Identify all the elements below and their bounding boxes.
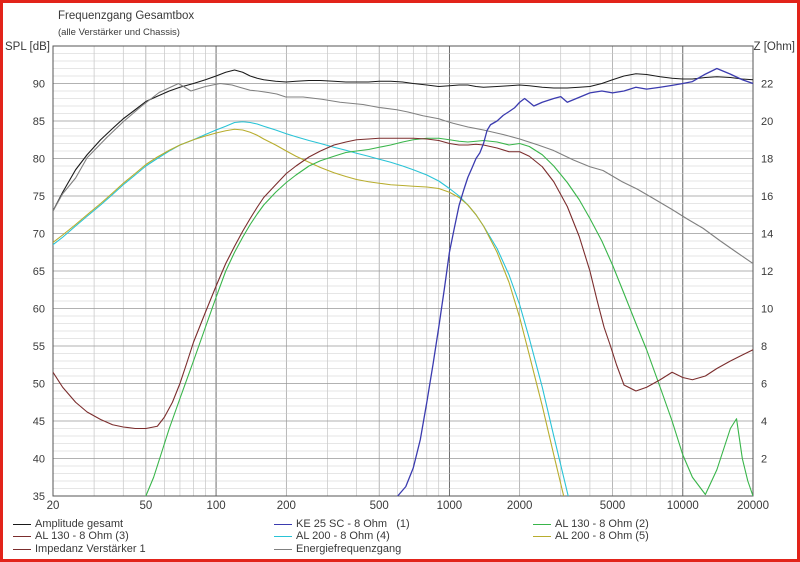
svg-text:45: 45 — [33, 416, 45, 428]
svg-text:50: 50 — [139, 500, 152, 512]
svg-text:60: 60 — [33, 304, 45, 316]
svg-text:85: 85 — [33, 116, 45, 128]
svg-text:2000: 2000 — [507, 500, 533, 512]
svg-text:70: 70 — [33, 229, 45, 241]
svg-text:14: 14 — [761, 229, 773, 241]
svg-text:20: 20 — [47, 500, 60, 512]
svg-text:2: 2 — [761, 454, 767, 466]
svg-text:75: 75 — [33, 191, 45, 203]
svg-text:1000: 1000 — [437, 500, 463, 512]
svg-text:20000: 20000 — [737, 500, 769, 512]
svg-text:500: 500 — [370, 500, 389, 512]
svg-text:35: 35 — [33, 491, 45, 503]
svg-text:80: 80 — [33, 154, 45, 166]
svg-text:90: 90 — [33, 79, 45, 91]
svg-text:4: 4 — [761, 416, 767, 428]
svg-text:22: 22 — [761, 79, 773, 91]
svg-text:8: 8 — [761, 341, 767, 353]
svg-text:20: 20 — [761, 116, 773, 128]
svg-text:40: 40 — [33, 454, 45, 466]
svg-text:12: 12 — [761, 266, 773, 278]
svg-text:10: 10 — [761, 304, 773, 316]
svg-text:6: 6 — [761, 379, 767, 391]
svg-text:5000: 5000 — [600, 500, 626, 512]
svg-text:50: 50 — [33, 379, 45, 391]
svg-text:18: 18 — [761, 154, 773, 166]
svg-text:10000: 10000 — [667, 500, 699, 512]
svg-text:100: 100 — [206, 500, 225, 512]
svg-text:65: 65 — [33, 266, 45, 278]
svg-text:16: 16 — [761, 191, 773, 203]
svg-text:55: 55 — [33, 341, 45, 353]
svg-text:200: 200 — [277, 500, 296, 512]
